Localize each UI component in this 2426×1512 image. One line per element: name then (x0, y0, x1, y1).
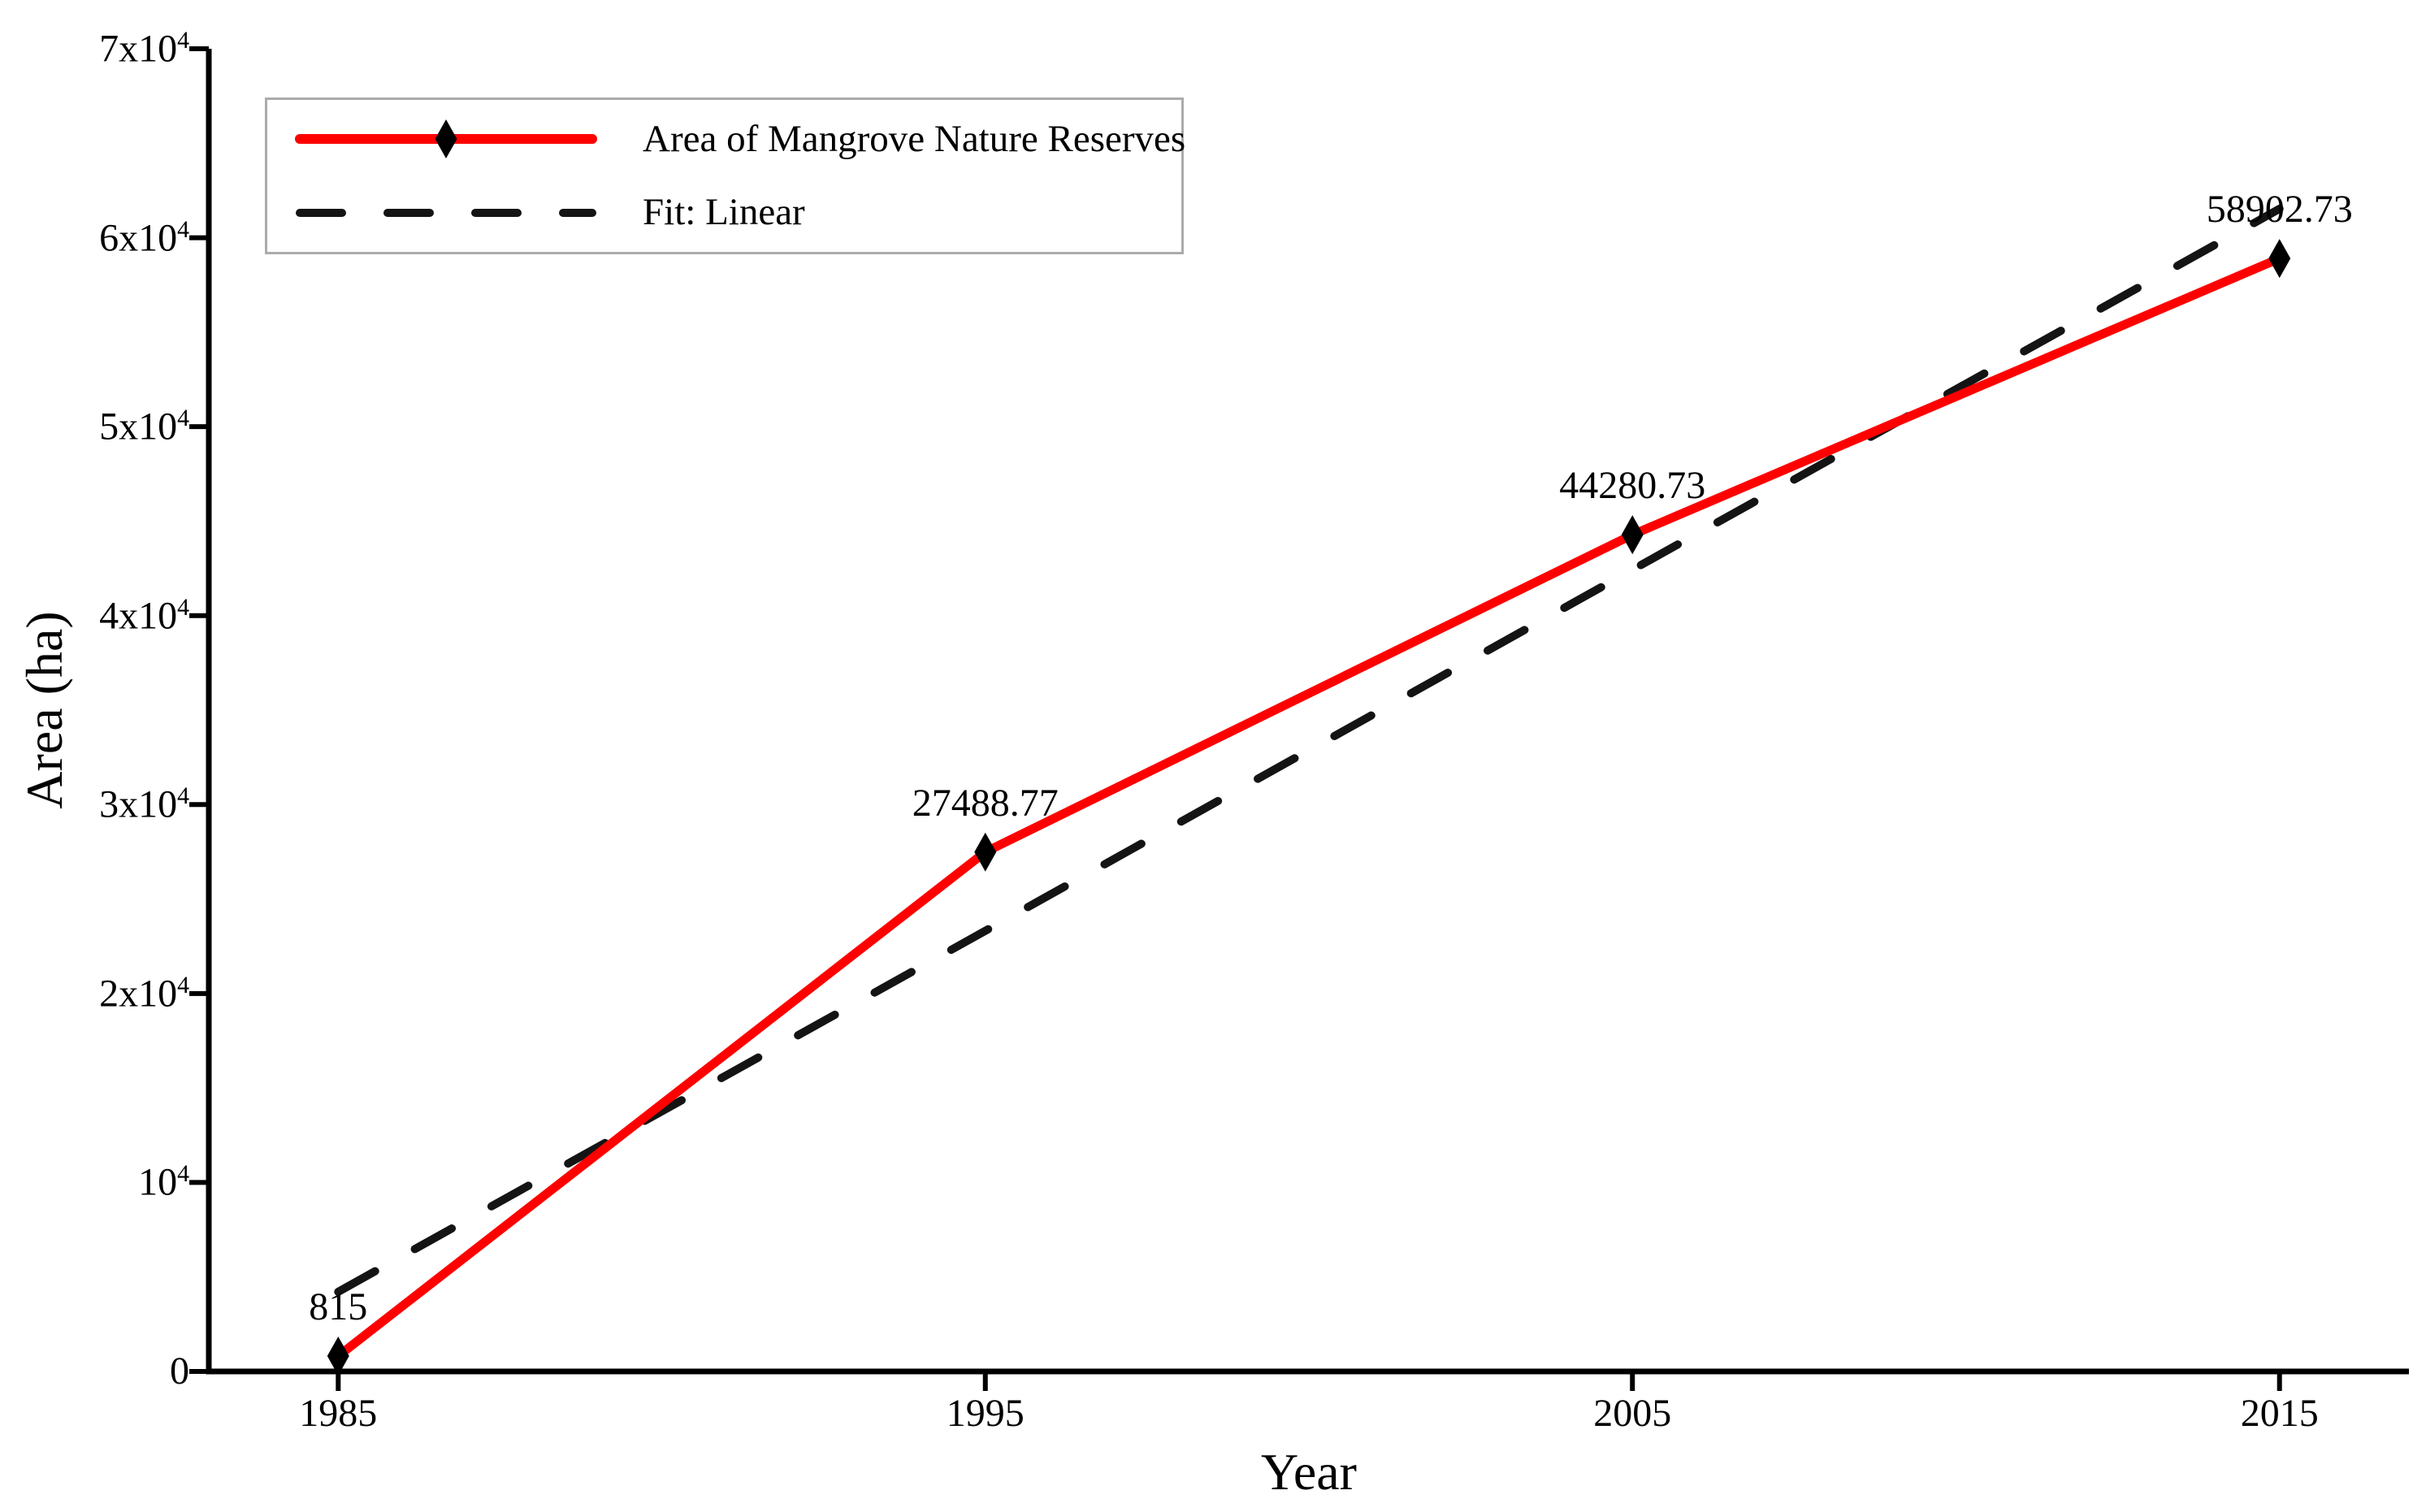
y-tick-label: 2x104 (99, 971, 189, 1016)
fit-line (334, 204, 2284, 1297)
legend-item-fit: Fit: Linear (295, 179, 1181, 247)
legend-solid-line-sample (295, 119, 597, 159)
area-series-line (333, 253, 2285, 1361)
point-value-label: 58902.73 (2206, 188, 2353, 232)
legend-label-area-series: Area of Mangrove Nature Reserves (643, 117, 1186, 160)
legend: Area of Mangrove Nature Reserves Fit: Li… (265, 97, 1185, 254)
diamond-marker-icon (974, 832, 997, 872)
x-tick-label: 2015 (2240, 1392, 2319, 1435)
diamond-marker-icon (1621, 515, 1644, 555)
x-tick-label: 2005 (1593, 1392, 1672, 1435)
legend-dashed-line-sample (296, 208, 596, 217)
point-value-label: 815 (309, 1285, 368, 1329)
point-value-label: 27488.77 (912, 781, 1059, 825)
y-tick-label: 104 (138, 1160, 189, 1204)
y-tick-label: 6x104 (99, 215, 189, 260)
diamond-marker-icon (327, 1337, 349, 1376)
legend-label-fit: Fit: Linear (643, 191, 805, 234)
y-tick-label: 0 (170, 1349, 189, 1393)
y-axis-title: Area (ha) (15, 611, 73, 809)
x-axis-title: Year (1261, 1443, 1357, 1501)
y-tick-label: 7x104 (99, 27, 189, 71)
point-value-label: 44280.73 (1559, 464, 1706, 508)
legend-diamond-marker-icon (435, 119, 457, 159)
legend-item-area-series: Area of Mangrove Nature Reserves (295, 105, 1185, 173)
y-tick-label: 5x104 (99, 405, 189, 448)
x-tick-label: 1985 (299, 1392, 378, 1435)
y-tick-label: 3x104 (99, 782, 189, 826)
y-tick-label: 4x104 (99, 593, 189, 638)
diamond-marker-icon (2268, 239, 2291, 279)
x-tick-label: 1995 (946, 1392, 1025, 1435)
